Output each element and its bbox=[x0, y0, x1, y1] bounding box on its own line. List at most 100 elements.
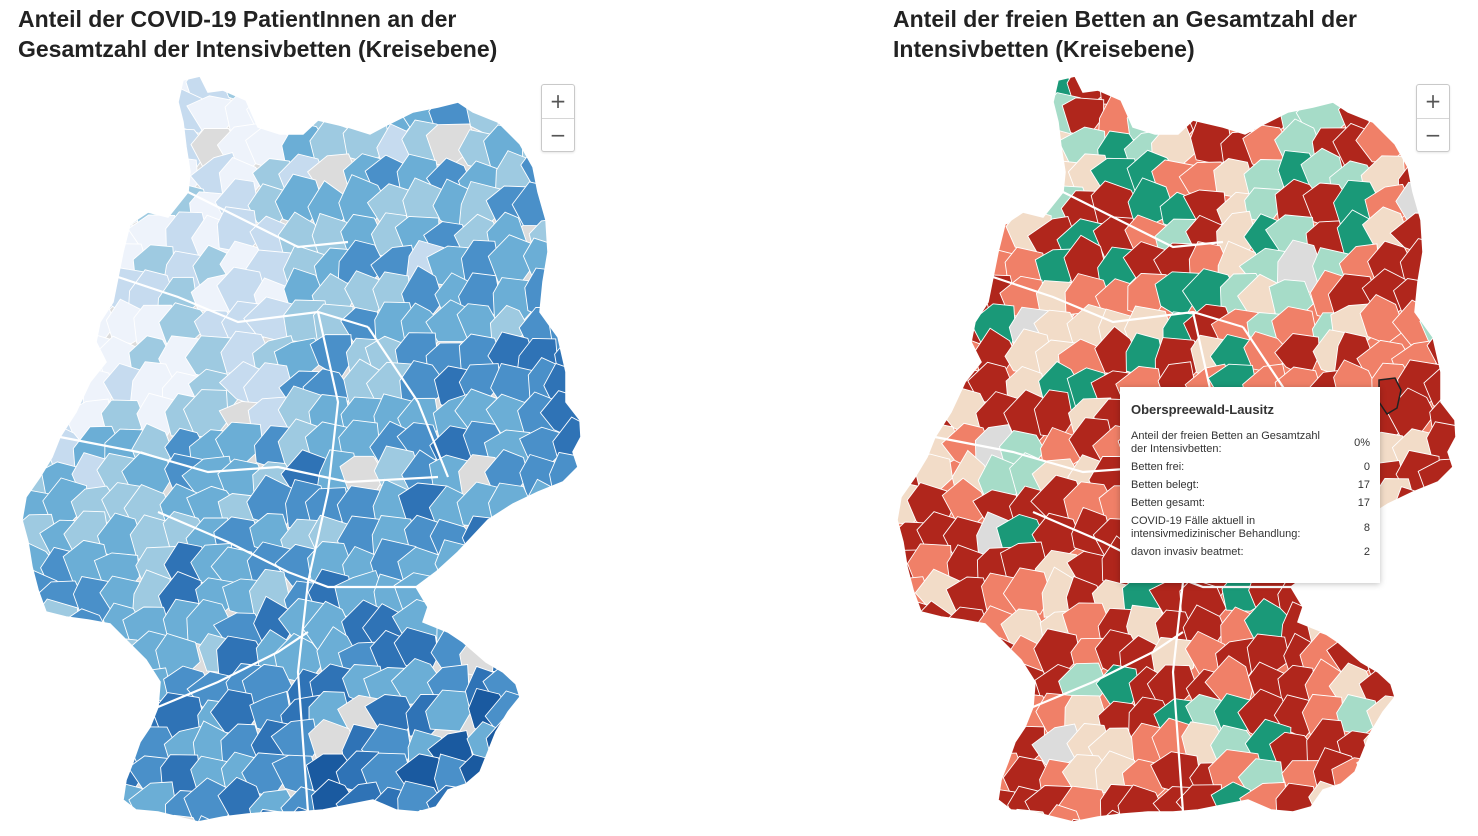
district-region[interactable] bbox=[548, 513, 587, 557]
district-region[interactable] bbox=[308, 72, 350, 109]
district-region[interactable] bbox=[893, 123, 933, 169]
district-region[interactable] bbox=[18, 691, 61, 743]
district-region[interactable] bbox=[549, 146, 588, 199]
district-region[interactable] bbox=[1427, 510, 1463, 560]
district-region[interactable] bbox=[944, 755, 994, 799]
district-region[interactable] bbox=[75, 222, 124, 262]
district-region[interactable] bbox=[522, 542, 570, 589]
district-region[interactable] bbox=[893, 244, 936, 288]
district-region[interactable] bbox=[219, 816, 272, 831]
district-region[interactable] bbox=[18, 245, 56, 289]
district-region[interactable] bbox=[368, 817, 424, 831]
district-region[interactable] bbox=[92, 117, 146, 168]
district-region[interactable] bbox=[552, 249, 588, 297]
district-region[interactable] bbox=[41, 72, 96, 109]
district-region[interactable] bbox=[893, 89, 931, 138]
district-region[interactable] bbox=[163, 814, 204, 831]
district-region[interactable] bbox=[18, 87, 62, 138]
district-region[interactable] bbox=[1422, 663, 1463, 713]
district-region[interactable] bbox=[46, 275, 87, 320]
district-region[interactable] bbox=[1431, 160, 1463, 207]
district-region[interactable] bbox=[1244, 72, 1292, 106]
district-region[interactable] bbox=[96, 72, 149, 116]
district-region[interactable] bbox=[947, 118, 992, 170]
district-region[interactable] bbox=[519, 720, 571, 771]
district-region[interactable] bbox=[69, 72, 122, 109]
district-region[interactable] bbox=[457, 781, 508, 829]
district-region[interactable] bbox=[72, 89, 121, 144]
district-region[interactable] bbox=[551, 271, 588, 321]
district-region[interactable] bbox=[542, 719, 588, 768]
district-region[interactable] bbox=[62, 749, 116, 800]
district-region[interactable] bbox=[1421, 603, 1463, 656]
district-region[interactable] bbox=[18, 276, 55, 321]
district-region[interactable] bbox=[18, 72, 56, 110]
district-region[interactable] bbox=[1422, 216, 1463, 264]
germany-map-covid-share[interactable] bbox=[18, 72, 588, 831]
district-region[interactable] bbox=[65, 728, 114, 771]
district-region[interactable] bbox=[490, 507, 538, 555]
district-region[interactable] bbox=[221, 72, 269, 103]
district-region[interactable] bbox=[254, 72, 302, 106]
district-region[interactable] bbox=[1393, 486, 1439, 536]
district-region[interactable] bbox=[425, 689, 472, 732]
district-region[interactable] bbox=[459, 810, 513, 831]
district-region[interactable] bbox=[491, 549, 538, 594]
district-region[interactable] bbox=[18, 148, 51, 200]
district-region[interactable] bbox=[1159, 72, 1202, 107]
district-region[interactable] bbox=[525, 513, 569, 554]
district-region[interactable] bbox=[549, 489, 588, 536]
district-region[interactable] bbox=[972, 657, 1027, 707]
district-region[interactable] bbox=[1356, 752, 1404, 797]
district-region[interactable] bbox=[18, 188, 65, 232]
district-region[interactable] bbox=[97, 96, 148, 133]
district-region[interactable] bbox=[18, 402, 53, 448]
district-region[interactable] bbox=[129, 154, 171, 199]
district-region[interactable] bbox=[1183, 72, 1226, 108]
district-region[interactable] bbox=[917, 329, 966, 372]
district-region[interactable] bbox=[31, 811, 82, 831]
district-region[interactable] bbox=[67, 181, 118, 226]
district-region[interactable] bbox=[459, 753, 504, 798]
district-region[interactable] bbox=[893, 72, 934, 109]
district-region[interactable] bbox=[18, 306, 60, 352]
district-region[interactable] bbox=[893, 276, 939, 326]
district-region[interactable] bbox=[1240, 818, 1297, 832]
district-region[interactable] bbox=[554, 219, 589, 258]
district-region[interactable] bbox=[893, 158, 929, 202]
district-region[interactable] bbox=[1127, 72, 1176, 106]
district-region[interactable] bbox=[18, 365, 59, 411]
district-region[interactable] bbox=[997, 72, 1045, 114]
district-region[interactable] bbox=[41, 121, 86, 166]
district-region[interactable] bbox=[893, 692, 940, 746]
district-region[interactable] bbox=[126, 817, 171, 831]
district-region[interactable] bbox=[549, 756, 588, 808]
district-region[interactable] bbox=[1427, 186, 1463, 232]
district-region[interactable] bbox=[306, 821, 354, 831]
district-region[interactable] bbox=[550, 180, 588, 229]
district-region[interactable] bbox=[1425, 700, 1463, 740]
district-region[interactable] bbox=[967, 818, 1016, 831]
district-region[interactable] bbox=[893, 626, 934, 674]
district-region[interactable] bbox=[521, 697, 565, 740]
district-region[interactable] bbox=[1215, 72, 1257, 118]
district-region[interactable] bbox=[102, 670, 146, 714]
district-region[interactable] bbox=[1426, 753, 1463, 797]
right-zoom-out-button[interactable]: − bbox=[1417, 118, 1449, 151]
district-region[interactable] bbox=[100, 809, 148, 831]
district-region[interactable] bbox=[1003, 156, 1056, 201]
district-region[interactable] bbox=[893, 392, 932, 442]
district-region[interactable] bbox=[893, 213, 934, 268]
district-region[interactable] bbox=[1151, 811, 1204, 831]
district-region[interactable] bbox=[31, 638, 85, 683]
district-region[interactable] bbox=[973, 128, 1021, 172]
left-zoom-in-button[interactable]: + bbox=[549, 89, 567, 113]
district-region[interactable] bbox=[893, 331, 940, 385]
district-region[interactable] bbox=[542, 543, 588, 589]
left-choropleth-map[interactable] bbox=[18, 72, 588, 836]
district-region[interactable] bbox=[912, 300, 958, 352]
district-region[interactable] bbox=[518, 577, 563, 624]
district-region[interactable] bbox=[999, 126, 1049, 174]
district-region[interactable] bbox=[1432, 635, 1463, 686]
district-region[interactable] bbox=[454, 545, 506, 584]
